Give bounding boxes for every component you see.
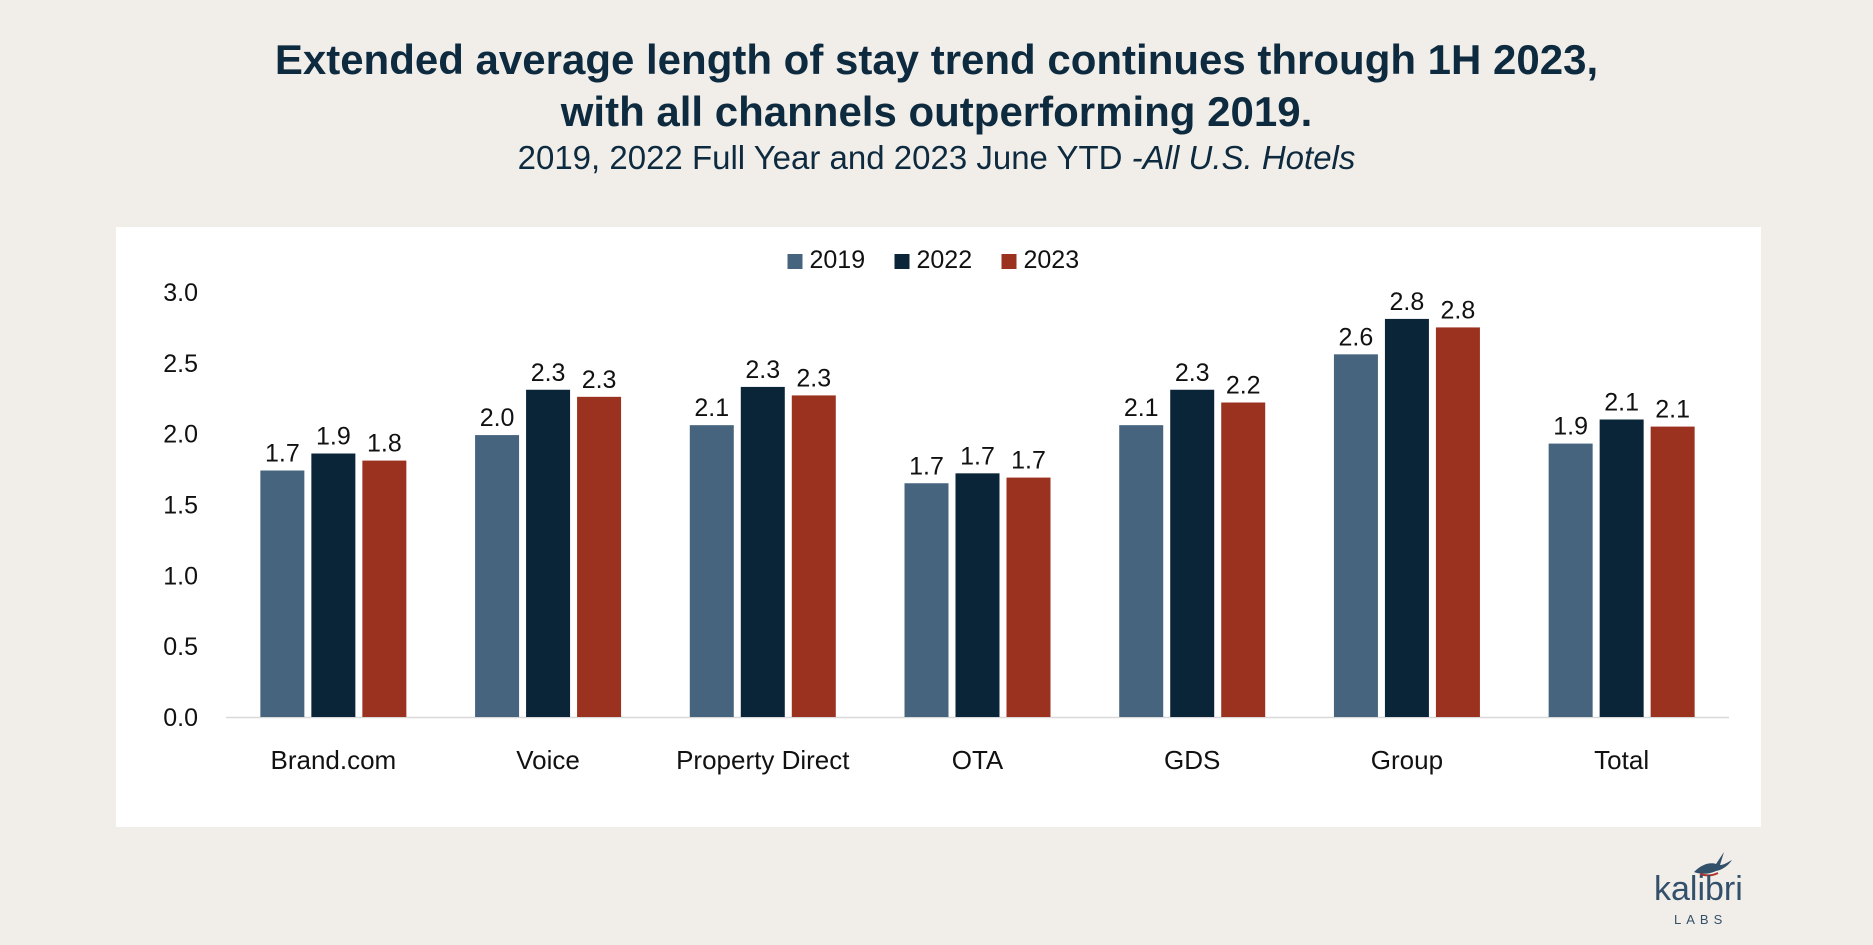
logo-wordmark: kalibri [1654,870,1743,908]
kalibri-labs-logo: kalibri LABS [1640,850,1760,930]
y-tick-label: 1.5 [163,492,198,520]
hummingbird-icon [1694,852,1732,877]
data-label: 2.1 [1124,394,1159,422]
x-category-label: Total [1594,745,1649,775]
x-category-label: Brand.com [270,745,396,775]
x-category-label: Property Direct [676,745,850,775]
data-label: 2.8 [1390,288,1425,316]
data-label: 2.3 [1175,359,1210,387]
data-label: 2.3 [745,356,780,384]
chart-panel: 0.0 0.5 1.0 1.5 2.0 2.5 3.0 1.7 1.9 1.8 Brand.com 2… [116,227,1761,827]
bar-2019 [1119,425,1164,717]
bar-2023 [362,460,407,717]
x-category-label: GDS [1164,745,1220,775]
bar-2022 [1170,389,1215,717]
data-label: 1.7 [1011,447,1046,475]
data-label: 1.7 [960,442,995,470]
y-tick-label: 2.5 [163,350,198,378]
bar-2023 [577,396,622,717]
data-label: 2.8 [1441,296,1476,324]
data-label: 2.3 [531,359,566,387]
bar-2019 [475,435,520,717]
x-category-label: OTA [952,745,1004,775]
data-label: 2.1 [694,394,729,422]
bar-2022 [526,389,571,717]
x-category-label: Group [1371,745,1443,775]
data-label: 2.0 [480,404,515,432]
bar-2023 [1435,327,1480,717]
chart-title-line-1: Extended average length of stay trend co… [274,36,1599,83]
legend-swatch-2023 [1001,254,1017,269]
bar-2023 [1650,426,1695,717]
y-tick-label: 0.5 [163,633,198,661]
bar-2023 [1221,402,1266,717]
x-category-label: Voice [516,745,580,775]
bar-2019 [1548,443,1593,717]
y-tick-label: 0.0 [163,704,198,732]
data-label: 1.7 [909,452,944,480]
bar-2022 [1384,318,1429,717]
bar-2019 [260,470,305,717]
legend-label-2023: 2023 [1024,246,1080,274]
y-tick-label: 1.0 [163,562,198,590]
data-label: 2.6 [1339,323,1374,351]
legend-label-2022: 2022 [917,246,973,274]
data-label: 2.3 [796,364,831,392]
y-tick-label: 2.0 [163,421,198,449]
logo-subtext: LABS [1674,912,1728,927]
legend-label-2019: 2019 [810,246,866,274]
data-label: 1.8 [367,430,402,458]
legend-swatch-2022 [894,254,910,269]
chart-subtitle: 2019, 2022 Full Year and 2023 June YTD -… [0,138,1873,178]
data-label: 2.3 [582,366,617,394]
bar-2019 [904,483,949,717]
bar-2023 [1006,477,1051,717]
bar-chart: 0.0 0.5 1.0 1.5 2.0 2.5 3.0 1.7 1.9 1.8 Brand.com 2… [163,246,1729,775]
data-label: 1.9 [316,423,351,451]
data-label: 1.7 [265,440,300,468]
data-label: 1.9 [1553,413,1588,441]
y-tick-label: 3.0 [163,279,198,307]
chart-subtitle-italic: -All U.S. Hotels [1131,139,1356,176]
bar-2019 [1333,354,1378,717]
bar-2023 [791,395,836,717]
bar-2019 [689,425,734,717]
chart-title: Extended average length of stay trend co… [0,34,1873,138]
bar-2022 [1599,419,1644,717]
chart-title-line-2: with all channels outperforming 2019. [560,88,1313,135]
chart-subtitle-main: 2019, 2022 Full Year and 2023 June YTD [517,139,1132,176]
data-label: 2.1 [1655,396,1690,424]
legend-swatch-2019 [787,254,803,269]
data-label: 2.2 [1226,372,1261,400]
bar-2022 [740,386,785,717]
data-label: 2.1 [1604,389,1639,417]
bar-2022 [311,453,356,717]
bar-2022 [955,473,1000,717]
